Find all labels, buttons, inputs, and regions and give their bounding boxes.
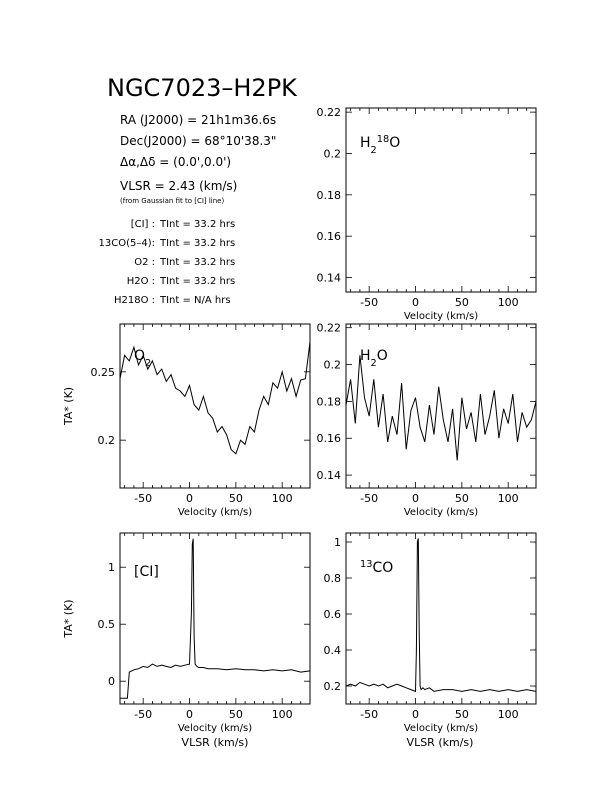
y-tick-label: 1 (108, 561, 115, 574)
x-tick-label: 0 (412, 492, 419, 505)
x-tick-label: 0 (412, 296, 419, 309)
plot-frame (345, 323, 537, 489)
x-tick-label: 50 (229, 708, 243, 721)
int-time-list: [CI] : TInt = 33.2 hrs 13CO(5–4): TInt =… (99, 219, 236, 306)
y-tick-label: 0.2 (98, 434, 116, 447)
y-tick-label: 0.14 (317, 469, 342, 482)
panel-o2: -50 0 50 100 0.2 0.25 Velocity (km/s) TA* (K) O2 (62, 323, 311, 518)
panel-ci: -50 0 50 100 0 0.5 1 Velocity (km/s) TA* (K) [CI] (62, 532, 311, 734)
vlsr-axis-label-right: VLSR (km/s) (407, 736, 474, 749)
int-time-label: H2O : (127, 276, 155, 287)
int-time-value: TInt = 33.2 hrs (159, 257, 235, 268)
species-label: O2 (134, 348, 151, 369)
plot-frame (119, 323, 311, 489)
y-tick-label: 0.8 (324, 572, 342, 585)
panel-h2o: -50 0 50 100 0.14 0.16 0.18 0.2 0.22 Velocity (km… (317, 322, 537, 518)
x-tick-label: 50 (455, 708, 469, 721)
y-tick-label: 0.16 (317, 432, 342, 445)
y-tick-label: 0.22 (317, 322, 342, 335)
y-tick-label: 0.4 (324, 644, 342, 657)
y-tick-label: 1 (334, 536, 341, 549)
plot-frame (345, 532, 537, 705)
x-axis-label: Velocity (km/s) (178, 507, 252, 518)
x-tick-label: 50 (455, 296, 469, 309)
y-tick-label: 0.5 (98, 618, 116, 631)
plot-frame (345, 107, 537, 293)
vlsr-text: VLSR = 2.43 (km/s) (120, 179, 237, 193)
x-tick-label: 50 (229, 492, 243, 505)
offset-text: Δα,Δδ = (0.0',0.0') (120, 155, 231, 169)
x-tick-label: -50 (360, 492, 378, 505)
y-tick-label: 0.6 (324, 608, 342, 621)
int-time-label: 13CO(5–4): (99, 238, 155, 249)
spectrum-trace (119, 341, 311, 455)
y-tick-label: 0.2 (324, 147, 342, 160)
y-tick-label: 0.2 (324, 680, 342, 693)
x-tick-label: 0 (186, 492, 193, 505)
vlsr-axis-label-left: VLSR (km/s) (182, 736, 249, 749)
spectrum-trace (345, 355, 537, 461)
int-time-label: O2 : (134, 257, 155, 268)
y-tick-label: 0.2 (324, 359, 342, 372)
int-time-value: TInt = 33.2 hrs (159, 238, 235, 249)
spectrum-trace (120, 538, 311, 699)
ra-text: RA (J2000) = 21h1m36.6s (120, 113, 276, 127)
y-axis-label: TA* (K) (62, 599, 75, 638)
x-axis-label: Velocity (km/s) (404, 507, 478, 518)
x-axis-label: Velocity (km/s) (404, 723, 478, 734)
y-tick-label: 0.18 (317, 189, 342, 202)
species-label: [CI] (134, 564, 159, 580)
x-tick-label: 0 (412, 708, 419, 721)
x-tick-label: -50 (134, 708, 152, 721)
y-tick-label: 0 (108, 675, 115, 688)
dec-text: Dec(J2000) = 68°10'38.3" (120, 134, 276, 148)
x-tick-label: 0 (186, 708, 193, 721)
vlsr-note: (from Gaussian fit to [CI] line) (120, 197, 224, 205)
x-tick-label: 100 (272, 708, 293, 721)
x-tick-label: 100 (272, 492, 293, 505)
int-time-value: TInt = 33.2 hrs (159, 276, 235, 287)
int-time-value: TInt = N/A hrs (159, 295, 231, 306)
x-tick-label: 100 (498, 492, 519, 505)
y-tick-label: 0.18 (317, 395, 342, 408)
x-tick-label: -50 (360, 296, 378, 309)
figure-title: NGC7023–H2PK (107, 74, 298, 102)
plot-frame (119, 532, 311, 705)
spectrum-trace (345, 538, 537, 693)
y-tick-label: 0.25 (91, 366, 116, 379)
species-label: H218O (360, 134, 400, 156)
x-axis-label: Velocity (km/s) (404, 311, 478, 322)
x-axis-label: Velocity (km/s) (178, 723, 252, 734)
y-axis-label: TA* (K) (62, 387, 75, 426)
x-tick-label: -50 (134, 492, 152, 505)
y-tick-label: 0.14 (317, 272, 342, 285)
species-label: H2O (360, 348, 388, 369)
int-time-value: TInt = 33.2 hrs (159, 219, 235, 230)
x-tick-label: 100 (498, 708, 519, 721)
int-time-label: H218O : (114, 295, 155, 306)
int-time-label: [CI] : (131, 219, 155, 230)
panel-13co: -50 0 50 100 0.2 0.4 0.6 0.8 1 Velocity (km/s) 13C… (324, 532, 537, 734)
species-label: 13CO (360, 559, 393, 577)
x-tick-label: -50 (360, 708, 378, 721)
x-tick-label: 50 (455, 492, 469, 505)
y-tick-label: 0.16 (317, 230, 342, 243)
x-tick-label: 100 (498, 296, 519, 309)
y-tick-label: 0.22 (317, 106, 342, 119)
panel-h218o: -50 0 50 100 0.14 0.16 0.18 0.2 0.22 Velocity (km… (317, 106, 537, 322)
